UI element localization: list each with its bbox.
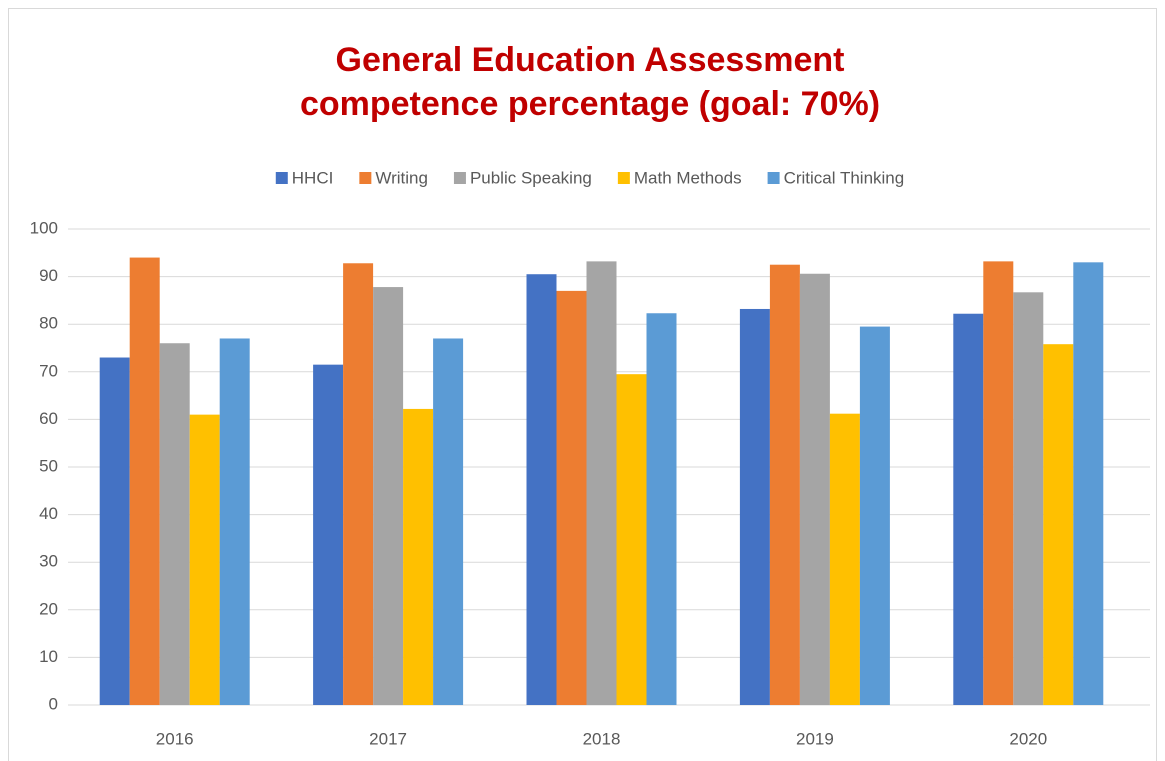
legend-label: Public Speaking [470, 168, 592, 187]
bar [616, 374, 647, 705]
legend-label: HHCI [292, 168, 334, 187]
bar [373, 287, 404, 705]
y-tick-label: 70 [39, 361, 58, 380]
bar [343, 263, 374, 705]
chart-title: General Education Assessment [336, 41, 845, 79]
bar [99, 357, 130, 705]
legend-swatch [767, 172, 780, 184]
legend-label: Writing [375, 168, 428, 187]
y-tick-label: 80 [39, 314, 58, 333]
bar [739, 308, 770, 705]
bar [769, 264, 800, 705]
bar [219, 338, 250, 705]
bar [189, 414, 220, 705]
y-tick-label: 50 [39, 456, 58, 475]
bar [313, 364, 344, 705]
bar [1043, 344, 1074, 705]
bar [433, 338, 464, 705]
bar [983, 261, 1014, 705]
legend-swatch [359, 172, 372, 184]
x-tick-label: 2016 [156, 729, 194, 748]
legend-swatch [617, 172, 630, 184]
y-tick-label: 40 [39, 504, 58, 523]
bar [859, 326, 890, 705]
x-tick-label: 2020 [1009, 729, 1047, 748]
bar [646, 313, 677, 705]
y-tick-label: 30 [39, 552, 58, 571]
bar [526, 274, 557, 705]
x-tick-label: 2019 [796, 729, 834, 748]
bar [953, 313, 984, 705]
chart-title: competence percentage (goal: 70%) [300, 85, 880, 123]
bar [1073, 262, 1104, 705]
y-tick-label: 20 [39, 599, 58, 618]
bar [403, 408, 434, 705]
y-tick-label: 90 [39, 266, 58, 285]
bar [799, 273, 830, 705]
legend-label: Math Methods [634, 168, 742, 187]
y-tick-label: 0 [49, 694, 58, 713]
bar [159, 343, 190, 705]
bar [586, 261, 617, 705]
y-tick-label: 60 [39, 409, 58, 428]
legend-swatch [275, 172, 288, 184]
bar [829, 413, 860, 705]
x-tick-label: 2018 [583, 729, 621, 748]
legend-label: Critical Thinking [784, 168, 905, 187]
y-tick-label: 100 [30, 218, 58, 237]
x-tick-label: 2017 [369, 729, 407, 748]
bar [129, 257, 160, 705]
y-tick-label: 10 [39, 647, 58, 666]
bar [1013, 292, 1044, 705]
legend-swatch [453, 172, 466, 184]
bar [556, 290, 587, 705]
